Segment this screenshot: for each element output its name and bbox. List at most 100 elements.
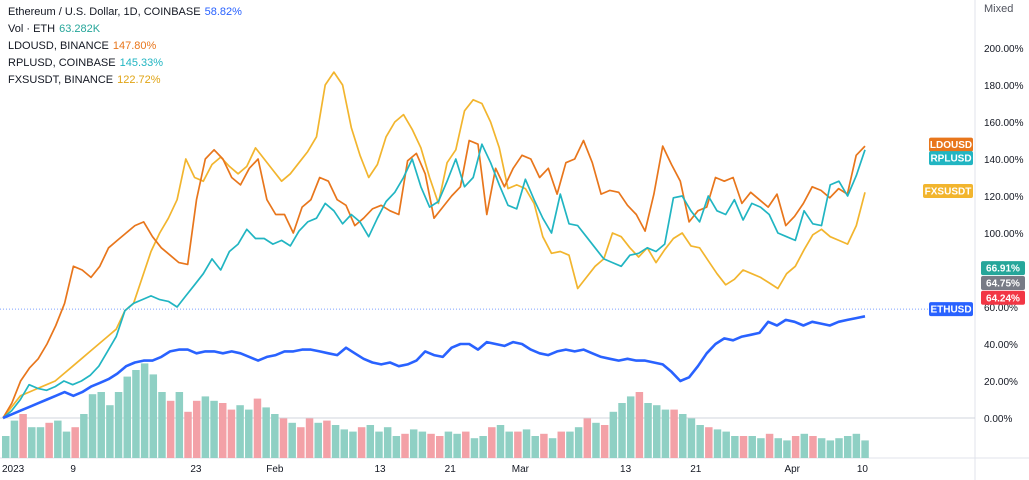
x-tick-label: 23 <box>190 464 202 475</box>
volume-bar <box>418 431 427 458</box>
volume-bar <box>140 363 149 458</box>
volume-bar <box>670 409 678 458</box>
volume-bar <box>817 438 826 458</box>
volume-bar <box>791 436 800 458</box>
volume-bar <box>514 431 522 458</box>
y-tick-label: 40.00% <box>984 340 1018 351</box>
badge-66-91pct <box>981 261 1025 276</box>
volume-bar <box>409 429 418 458</box>
volume-bar <box>227 409 236 458</box>
volume-bar <box>618 403 626 458</box>
x-tick-label: 9 <box>70 464 76 475</box>
y-tick-label: 200.00% <box>984 44 1024 55</box>
volume-bar <box>436 436 444 458</box>
price-axis[interactable]: 200.00% 180.00% 160.00% 140.00% 120.00% 100.0… <box>984 44 1024 425</box>
badge-label: FXSUSDT <box>925 186 972 197</box>
volume-bar <box>661 409 670 458</box>
volume-bar <box>583 418 592 458</box>
volume-bar <box>340 429 348 458</box>
x-tick-label: Apr <box>784 464 800 475</box>
badge-label: LDOUSD <box>930 140 972 151</box>
legend-ethusd[interactable]: Ethereum / U.S. Dollar, 1D, COINBASE 58.8… <box>8 6 242 18</box>
legend-volume-value: 63.282K <box>59 23 101 35</box>
y-tick-label: 20.00% <box>984 377 1018 388</box>
volume-bar <box>548 438 557 458</box>
volume-bar <box>279 418 288 458</box>
volume-bar <box>392 436 401 458</box>
volume-bar <box>696 425 704 458</box>
volume-bar <box>366 425 375 458</box>
volume-bar <box>635 392 644 458</box>
badge-label: ETHUSD <box>930 305 971 316</box>
volume-bar <box>314 422 322 458</box>
volume-bar <box>496 425 505 458</box>
volume-bar <box>288 422 296 458</box>
legend-ldousd[interactable]: LDOUSD, BINANCE 147.80% <box>8 40 157 52</box>
volume-bar <box>123 376 131 458</box>
volume-bar <box>158 392 166 458</box>
badge-rplusd <box>929 151 973 166</box>
volume-bar <box>114 392 123 458</box>
series-line-ldousd[interactable] <box>2 139 866 419</box>
volume-bar <box>375 431 383 458</box>
volume-bar <box>531 436 539 458</box>
volume-bar <box>505 431 513 458</box>
volume-bar <box>826 440 835 458</box>
volume-bar <box>2 436 10 458</box>
volume-bar <box>62 431 71 458</box>
volume-bar <box>705 427 713 458</box>
volume-bar <box>45 422 53 458</box>
volume-bar <box>97 392 105 458</box>
x-tick-label: Mar <box>512 464 530 475</box>
badge-fxsusdt <box>923 183 973 198</box>
volume-bar <box>653 405 661 458</box>
badge-ldousd <box>929 137 973 152</box>
series-line-rplusd[interactable] <box>2 143 866 419</box>
volume-bar <box>132 370 140 458</box>
volume-bar <box>210 400 218 458</box>
y-tick-label: 0.00% <box>984 414 1012 425</box>
volume-bar <box>488 427 496 458</box>
volume-bar <box>566 431 574 458</box>
y-tick-label: 60.00% <box>984 303 1018 314</box>
volume-bar <box>383 427 392 458</box>
volume-bar <box>80 414 88 458</box>
volume-bar <box>462 431 470 458</box>
y-tick-label: 180.00% <box>984 81 1024 92</box>
x-tick-label: Feb <box>266 464 284 475</box>
legend-ldousd-value: 147.80% <box>112 40 157 52</box>
y-tick-label: 160.00% <box>984 118 1024 129</box>
volume-bar <box>843 436 852 458</box>
volume-bar <box>809 436 817 458</box>
series-line-fxsusdt[interactable] <box>2 71 866 419</box>
badge-64-75pct <box>981 275 1025 290</box>
volume-bar <box>271 414 279 458</box>
volume-bar <box>722 431 730 458</box>
volume-bar <box>713 429 722 458</box>
last-value-badges: LDOUSD RPLUSD FXSUSDT 66.91% 64.75% 64.24% ETH… <box>923 137 1025 317</box>
volume-bar <box>331 425 340 458</box>
volume-bar <box>626 396 635 458</box>
x-tick-label: 13 <box>620 464 632 475</box>
legend-fxsusdt-value: 122.72% <box>117 74 161 86</box>
volume-bar <box>36 427 45 458</box>
volume-bar <box>557 431 565 458</box>
volume-bar <box>687 418 696 458</box>
x-tick-label: 10 <box>857 464 869 475</box>
legend-fxsusdt[interactable]: FXSUSDT, BINANCE 122.72% <box>8 74 161 86</box>
volume-bar <box>262 407 270 458</box>
y-tick-label: 100.00% <box>984 229 1024 240</box>
volume-bar <box>774 438 782 458</box>
volume-bar <box>783 440 791 458</box>
volume-bar <box>245 409 253 458</box>
volume-bar <box>600 425 609 458</box>
volume-bars <box>2 363 869 458</box>
time-axis[interactable]: 2023 9 23 Feb 13 21 Mar 13 21 Apr 10 <box>2 464 868 475</box>
legend-volume[interactable]: Vol · ETH 63.282K <box>8 23 101 35</box>
legend-rplusd[interactable]: RPLUSD, COINBASE 145.33% <box>8 57 164 69</box>
series-lines <box>2 71 866 420</box>
scale-mode-label[interactable]: Mixed <box>984 3 1014 15</box>
volume-bar <box>219 403 227 458</box>
series-line-ethusd[interactable] <box>2 315 866 420</box>
